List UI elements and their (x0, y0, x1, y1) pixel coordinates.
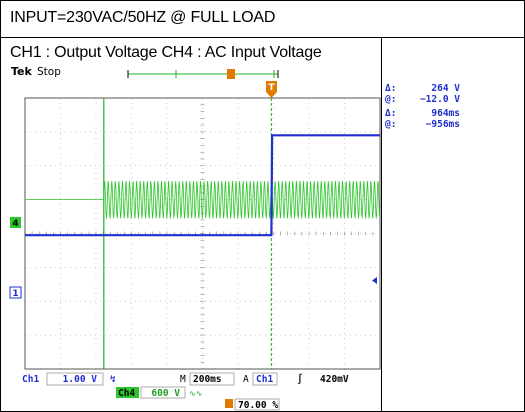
ch1-coupling-icon: ↯ (110, 374, 116, 385)
ch4-ac-input-trace (25, 180, 381, 219)
timebase-label: M (180, 374, 186, 385)
ch1-output-voltage-trace (25, 134, 380, 237)
acquisition-status: Stop (37, 66, 61, 78)
cursor-delta-v-label: Δ: (385, 83, 396, 94)
ch4-scale: 600 V (151, 388, 180, 399)
cursor-delta-v-value: 264 V (431, 83, 460, 94)
cursor-at-v-label: @: (385, 94, 396, 105)
ch4-coupling-icon: ∿∿ (189, 389, 202, 398)
cursor-delta-t-value: 964ms (431, 108, 460, 119)
svg-text:T: T (268, 83, 275, 93)
panel-divider (381, 37, 382, 411)
cursor-readout: Δ: 264 V @: −12.0 V Δ: 964ms @: −956ms (385, 83, 460, 130)
ch4-label: Ch4 (118, 388, 135, 399)
ch1-scale: 1.00 V (63, 374, 98, 385)
cursor-at-t-value: −956ms (426, 119, 460, 130)
timebase-value: 200ms (193, 374, 222, 385)
plot-border (24, 97, 381, 370)
ch1-ground-marker: 1 (9, 286, 22, 299)
ch1-label: Ch1 (22, 374, 39, 385)
status-bar: Ch1 1.00 V ↯ M 200ms A Ch1 ∫ 420mV Ch4 6… (22, 372, 349, 411)
ch4-ground-marker: 4 (10, 217, 21, 229)
trigger-position-marker: T (266, 81, 277, 98)
caption-channel-legend: CH1 : Output Voltage CH4 : AC Input Volt… (10, 44, 322, 61)
record-position-indicator (127, 69, 279, 79)
graticule (24, 97, 381, 370)
trigger-level: 420mV (320, 374, 349, 385)
trigger-position-percent: 70.00 % (238, 400, 278, 411)
caption-divider (1, 37, 524, 38)
trigger-slope-icon: ∫ (297, 373, 303, 385)
trigger-mode-label: A (243, 374, 249, 385)
brand-label: Tek (11, 65, 33, 78)
cursor-delta-t-label: Δ: (385, 108, 396, 119)
trigger-source: Ch1 (256, 374, 273, 385)
caption-test-condition: INPUT=230VAC/50HZ @ FULL LOAD (10, 9, 276, 26)
trigger-level-marker (372, 277, 377, 284)
svg-text:4: 4 (12, 219, 18, 229)
svg-text:1: 1 (12, 289, 18, 299)
cursor-at-t-label: @: (385, 119, 396, 130)
cursor-at-v-value: −12.0 V (420, 94, 460, 105)
